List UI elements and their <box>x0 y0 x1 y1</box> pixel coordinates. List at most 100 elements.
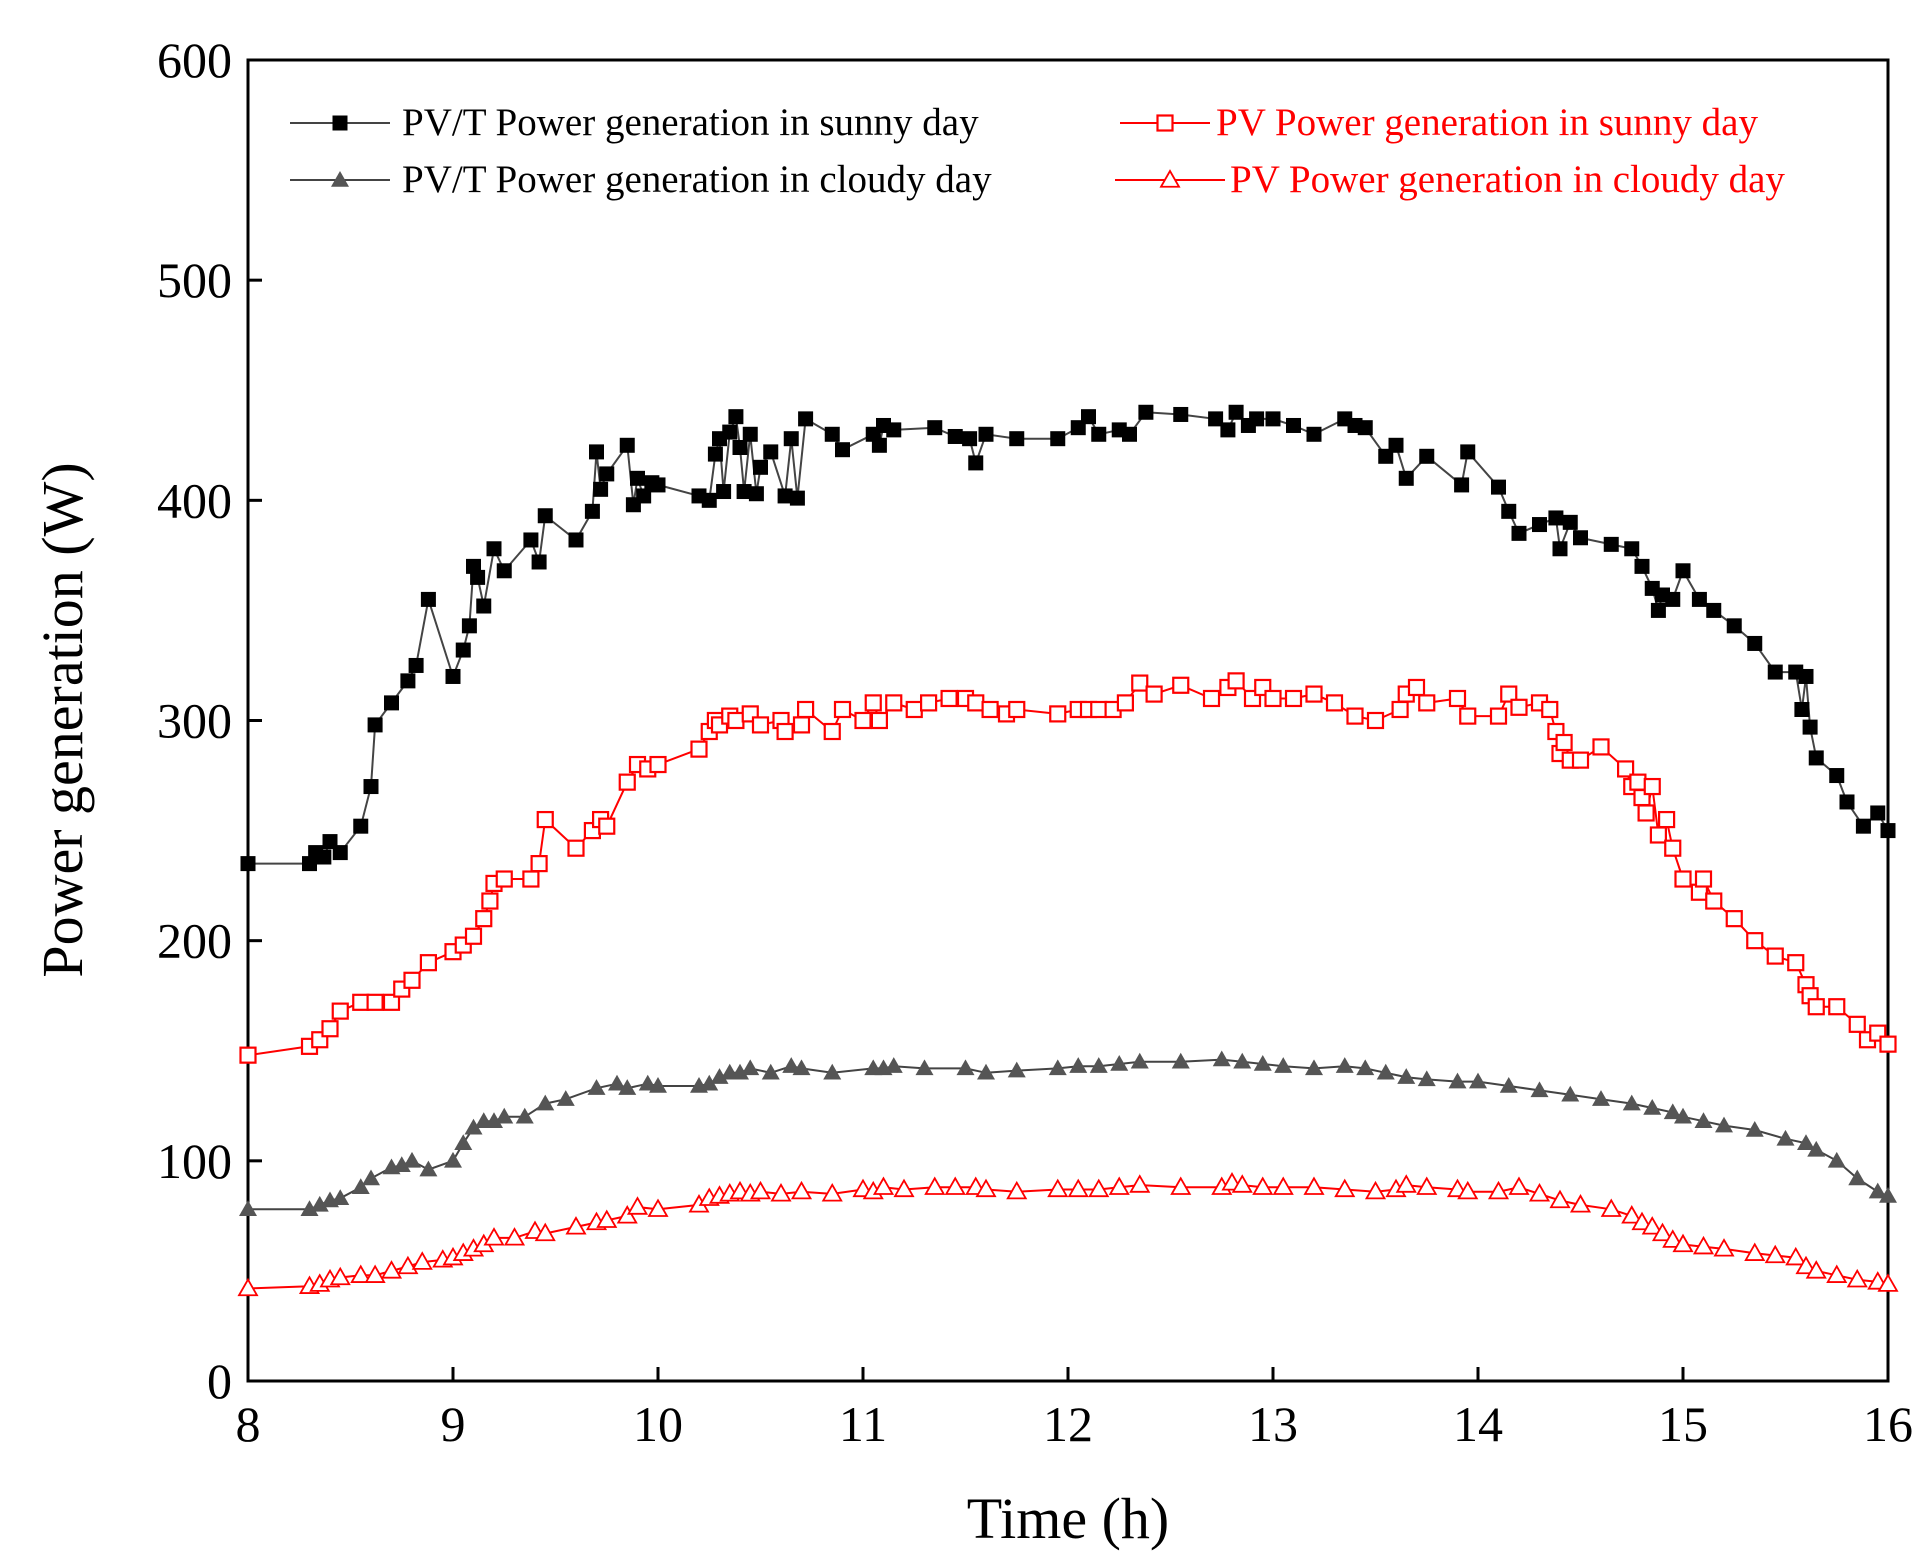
data-point <box>1706 602 1722 618</box>
data-point <box>790 1180 813 1200</box>
data-point <box>1705 892 1723 910</box>
data-point <box>1501 503 1517 519</box>
data-point <box>977 1063 995 1080</box>
data-point <box>1346 707 1364 725</box>
data-point <box>598 817 616 835</box>
data-point <box>884 1057 903 1073</box>
data-point <box>593 481 609 497</box>
data-point <box>1048 1059 1067 1076</box>
data-point <box>1672 1233 1694 1253</box>
data-point <box>748 486 764 502</box>
data-point <box>608 1074 626 1091</box>
data-point <box>700 1074 719 1091</box>
y-tick-label: 400 <box>157 472 232 528</box>
data-point <box>1357 420 1373 436</box>
data-point <box>1047 1178 1069 1198</box>
legend-label: PV/T Power generation in cloudy day <box>402 158 992 201</box>
data-point <box>1081 409 1096 425</box>
data-point <box>523 532 539 548</box>
data-point <box>716 484 732 500</box>
data-point <box>1398 470 1414 486</box>
x-tick-label: 10 <box>633 1396 683 1452</box>
data-point <box>331 1189 350 1206</box>
data-point <box>1776 1129 1795 1146</box>
data-point <box>1691 591 1707 607</box>
data-point <box>647 1198 669 1217</box>
data-point <box>1846 1268 1868 1288</box>
data-point <box>947 428 963 444</box>
data-point <box>351 1178 370 1195</box>
data-point <box>1220 422 1236 438</box>
x-tick-label: 8 <box>236 1396 261 1452</box>
data-point <box>619 437 635 453</box>
data-point <box>630 470 645 486</box>
data-point <box>1826 1264 1848 1283</box>
data-point <box>915 1059 934 1076</box>
data-point <box>616 1205 638 1224</box>
data-point <box>1657 810 1676 829</box>
data-point <box>968 455 984 471</box>
data-point <box>1253 1054 1272 1071</box>
data-point <box>350 1264 372 1283</box>
data-point <box>1787 954 1805 972</box>
data-point <box>956 1059 975 1076</box>
data-point <box>1108 1176 1130 1195</box>
data-point <box>1807 1140 1826 1157</box>
axis-ticks: 8 9 10 11 12 13 14 15 16 0 100 200 300 400 500 600 <box>157 32 1913 1452</box>
data-point <box>736 484 752 500</box>
data-point <box>1274 1057 1293 1073</box>
data-point <box>1829 768 1845 784</box>
data-point <box>1129 1174 1151 1193</box>
data-point <box>1797 1134 1815 1150</box>
data-point <box>364 1264 386 1283</box>
x-tick-label: 9 <box>441 1396 466 1452</box>
data-point <box>893 1178 915 1198</box>
data-point <box>1571 751 1590 769</box>
data-point <box>495 870 513 888</box>
data-point <box>445 668 461 684</box>
data-point <box>419 954 437 972</box>
x-tick-label: 15 <box>1658 1396 1708 1452</box>
data-point <box>1448 1072 1467 1089</box>
y-tick-label: 300 <box>157 693 232 749</box>
legend-label: PV Power generation in cloudy day <box>1230 158 1785 201</box>
data-point <box>1009 431 1025 447</box>
data-point <box>1785 1246 1807 1266</box>
data-point <box>1827 1151 1846 1168</box>
data-point <box>537 508 553 524</box>
data-point <box>1265 411 1281 427</box>
data-point <box>1694 1112 1713 1128</box>
data-point <box>1675 563 1691 579</box>
data-point <box>1808 750 1824 766</box>
data-point <box>531 554 547 570</box>
data-point <box>461 618 477 634</box>
data-point <box>515 1107 534 1124</box>
data-point <box>1303 1176 1325 1195</box>
data-point <box>1726 618 1742 634</box>
data-point <box>1511 525 1527 541</box>
data-point <box>1264 689 1282 708</box>
data-point <box>924 1176 946 1195</box>
data-point <box>1489 707 1508 725</box>
data-point <box>568 532 584 548</box>
data-point <box>1868 1182 1887 1199</box>
data-point <box>927 420 943 436</box>
legend-marker <box>332 115 348 131</box>
data-point <box>1621 1205 1643 1224</box>
data-point <box>1325 694 1344 712</box>
data-point <box>1807 998 1825 1016</box>
data-point <box>475 910 493 928</box>
data-point <box>1006 1180 1028 1200</box>
data-point <box>981 700 999 719</box>
data-point <box>1624 541 1640 557</box>
data-point <box>1049 705 1067 723</box>
data-point <box>1603 536 1619 552</box>
data-point <box>1419 448 1435 464</box>
data-point <box>1069 1057 1088 1073</box>
data-point <box>1692 1235 1715 1255</box>
data-point <box>1460 444 1476 460</box>
data-point <box>1172 676 1190 694</box>
series-4 <box>237 1172 1899 1297</box>
y-axis-title: Power generation (W) <box>30 462 95 977</box>
y-tick-label: 500 <box>157 252 232 308</box>
